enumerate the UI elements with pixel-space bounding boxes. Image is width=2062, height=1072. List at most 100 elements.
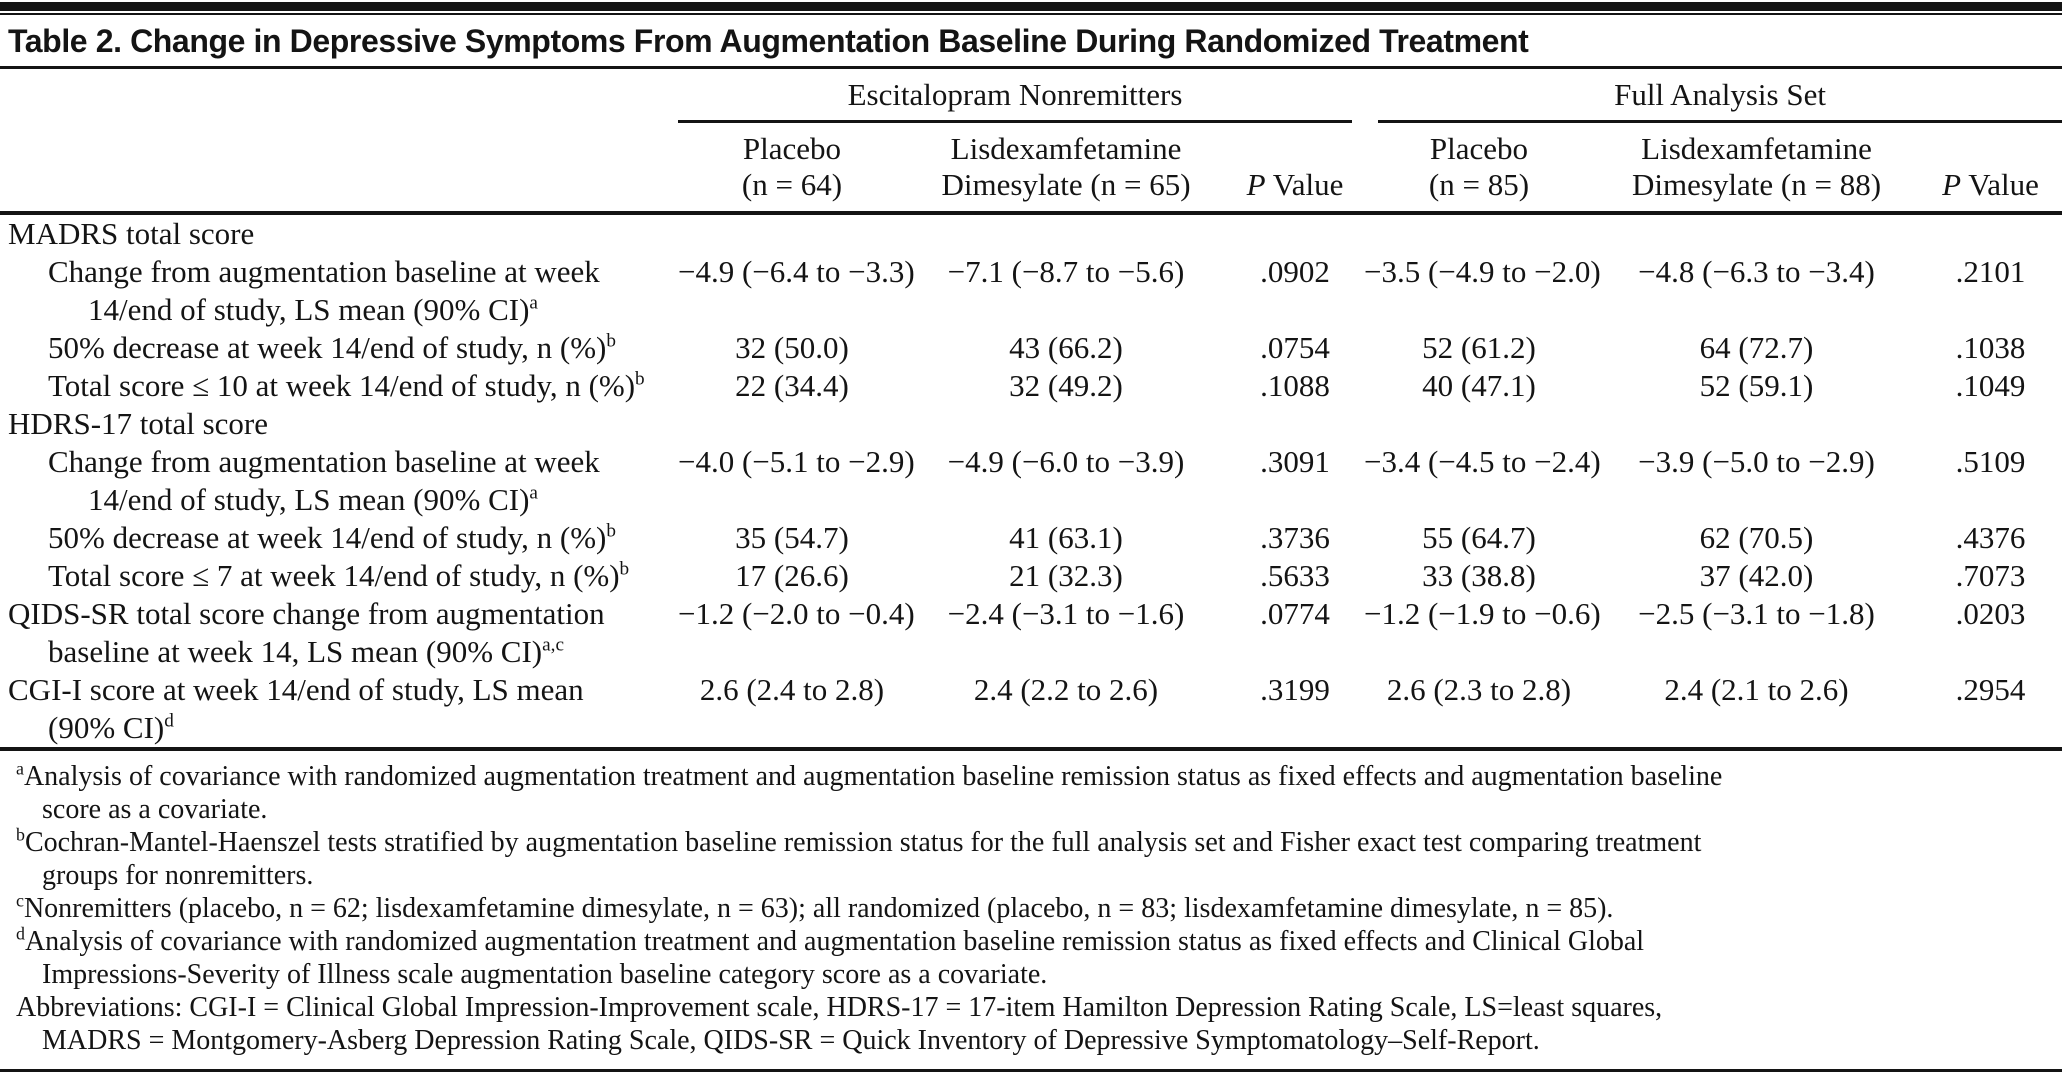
- data-cell: −3.9 (−5.0 to −2.9): [1638, 444, 1875, 479]
- spanner-empty-cell: [0, 69, 678, 123]
- data-cell: .0902: [1260, 254, 1330, 289]
- data-cell: 2.6 (2.4 to 2.8): [699, 672, 885, 707]
- footnote-marker: d: [164, 710, 174, 732]
- row-label: Total score ≤ 10 at week 14/end of study…: [48, 368, 636, 403]
- column-header-p-value-1: P Value: [1246, 167, 1344, 202]
- data-cell: 55 (64.7): [1422, 520, 1536, 555]
- data-cell: .3199: [1260, 672, 1330, 707]
- data-cell: 64 (72.7): [1699, 330, 1814, 365]
- row-label: HDRS-17 total score: [8, 406, 269, 441]
- footnotes: aAnalysis of covariance with randomized …: [0, 751, 2062, 1063]
- group-label: Full Analysis Set: [1378, 77, 2062, 123]
- data-cell: [906, 213, 1226, 253]
- data-cell: 21 (32.3): [1009, 558, 1123, 593]
- table-row: 50% decrease at week 14/end of study, n …: [0, 329, 2062, 367]
- results-table: Escitalopram Nonremitters Full Analysis …: [0, 69, 2062, 747]
- row-label: Change from augmentation baseline at wee…: [48, 254, 600, 327]
- data-cell: 41 (63.1): [1009, 520, 1123, 555]
- data-cell: 40 (47.1): [1422, 368, 1536, 403]
- data-cell: .3091: [1260, 444, 1330, 479]
- table-row: Change from augmentation baseline at wee…: [0, 253, 2062, 329]
- data-cell: [1594, 405, 1919, 443]
- footnote-text: Cochran-Mantel-Haenszel tests stratified…: [24, 827, 1702, 891]
- data-cell: [1594, 213, 1919, 253]
- footnote-marker: a,c: [542, 634, 564, 656]
- row-label: QIDS-SR total score change from augmenta…: [8, 596, 605, 669]
- data-cell: 17 (26.6): [735, 558, 849, 593]
- data-cell: .0774: [1260, 596, 1330, 631]
- column-header-placebo-n85: Placebo (n = 85): [1428, 131, 1530, 202]
- data-cell: −4.9 (−6.0 to −3.9): [947, 444, 1185, 479]
- data-cell: [1364, 213, 1594, 253]
- data-cell: 32 (50.0): [735, 330, 849, 365]
- data-cell: .1088: [1260, 368, 1330, 403]
- data-cell: [1226, 405, 1364, 443]
- row-label: 50% decrease at week 14/end of study, n …: [48, 520, 607, 555]
- data-cell: 35 (54.7): [735, 520, 849, 555]
- footnote: cNonremitters (placebo, n = 62; lisdexam…: [8, 892, 2052, 925]
- data-cell: .4376: [1955, 520, 2026, 555]
- row-label: CGI-I score at week 14/end of study, LS …: [8, 672, 584, 745]
- data-cell: 32 (49.2): [1009, 368, 1123, 403]
- footnote-marker: b: [606, 520, 616, 542]
- row-label: MADRS total score: [8, 216, 255, 251]
- data-cell: 52 (61.2): [1422, 330, 1536, 365]
- table-row: Change from augmentation baseline at wee…: [0, 443, 2062, 519]
- footnote-marker: a: [529, 482, 538, 504]
- data-cell: 62 (70.5): [1699, 520, 1814, 555]
- data-cell: −3.5 (−4.9 to −2.0): [1364, 254, 1601, 289]
- footnote-rule: [0, 747, 2062, 751]
- data-cell: .2954: [1955, 672, 2026, 707]
- footnote-marker: a: [529, 292, 538, 314]
- data-cell: −4.0 (−5.1 to −2.9): [678, 444, 915, 479]
- row-label: Change from augmentation baseline at wee…: [48, 444, 600, 517]
- data-cell: [678, 405, 906, 443]
- footnote: bCochran-Mantel-Haenszel tests stratifie…: [8, 826, 2052, 892]
- group-label: Escitalopram Nonremitters: [678, 77, 1352, 123]
- column-header-row: Placebo (n = 64) Lisdexamfetamine Dimesy…: [0, 123, 2062, 213]
- data-cell: [1919, 405, 2062, 443]
- data-cell: [1226, 213, 1364, 253]
- footnote-marker: b: [635, 368, 645, 390]
- footnote-marker: b: [619, 558, 630, 580]
- column-header-placebo-n64: Placebo (n = 64): [741, 131, 843, 202]
- top-rule-thick: [0, 2, 2062, 11]
- title-rule: [0, 66, 2062, 69]
- footnote-text: Abbreviations: CGI-I = Clinical Global I…: [16, 992, 1663, 1056]
- top-rule-thin: [0, 13, 2062, 15]
- data-cell: .1038: [1955, 330, 2026, 365]
- data-cell: −1.2 (−1.9 to −0.6): [1364, 596, 1601, 631]
- data-cell: .0754: [1260, 330, 1330, 365]
- data-cell: 22 (34.4): [735, 368, 849, 403]
- data-cell: [1364, 405, 1594, 443]
- data-cell: .2101: [1955, 254, 2026, 289]
- footnote-marker: b: [606, 330, 616, 352]
- table-row: Total score ≤ 7 at week 14/end of study,…: [0, 557, 2062, 595]
- data-cell: 33 (38.8): [1422, 558, 1536, 593]
- data-cell: 52 (59.1): [1699, 368, 1814, 403]
- data-cell: .7073: [1955, 558, 2026, 593]
- table-row: 50% decrease at week 14/end of study, n …: [0, 519, 2062, 557]
- footnote-marker: b: [16, 824, 25, 845]
- data-cell: 2.6 (2.3 to 2.8): [1386, 672, 1572, 707]
- label-column-header: [0, 123, 678, 213]
- footnote-marker: d: [16, 923, 25, 944]
- bottom-rule: [0, 1069, 2062, 1072]
- column-header-p-value-2: P Value: [1942, 167, 2039, 202]
- group-header-full-analysis-set: Full Analysis Set: [1364, 69, 2062, 123]
- data-cell: .5109: [1955, 444, 2026, 479]
- data-cell: −4.9 (−6.4 to −3.3): [678, 254, 915, 289]
- data-cell: .3736: [1260, 520, 1330, 555]
- data-cell: 43 (66.2): [1009, 330, 1123, 365]
- footnote: Abbreviations: CGI-I = Clinical Global I…: [8, 991, 2052, 1057]
- table-row: HDRS-17 total score: [0, 405, 2062, 443]
- data-cell: [906, 405, 1226, 443]
- row-label: Total score ≤ 7 at week 14/end of study,…: [48, 558, 620, 593]
- data-cell: −2.5 (−3.1 to −1.8): [1638, 596, 1875, 631]
- data-cell: [1919, 213, 2062, 253]
- data-cell: 2.4 (2.1 to 2.6): [1664, 672, 1849, 707]
- footnote: aAnalysis of covariance with randomized …: [8, 760, 2052, 826]
- data-cell: −3.4 (−4.5 to −2.4): [1364, 444, 1601, 479]
- data-cell: 2.4 (2.2 to 2.6): [973, 672, 1159, 707]
